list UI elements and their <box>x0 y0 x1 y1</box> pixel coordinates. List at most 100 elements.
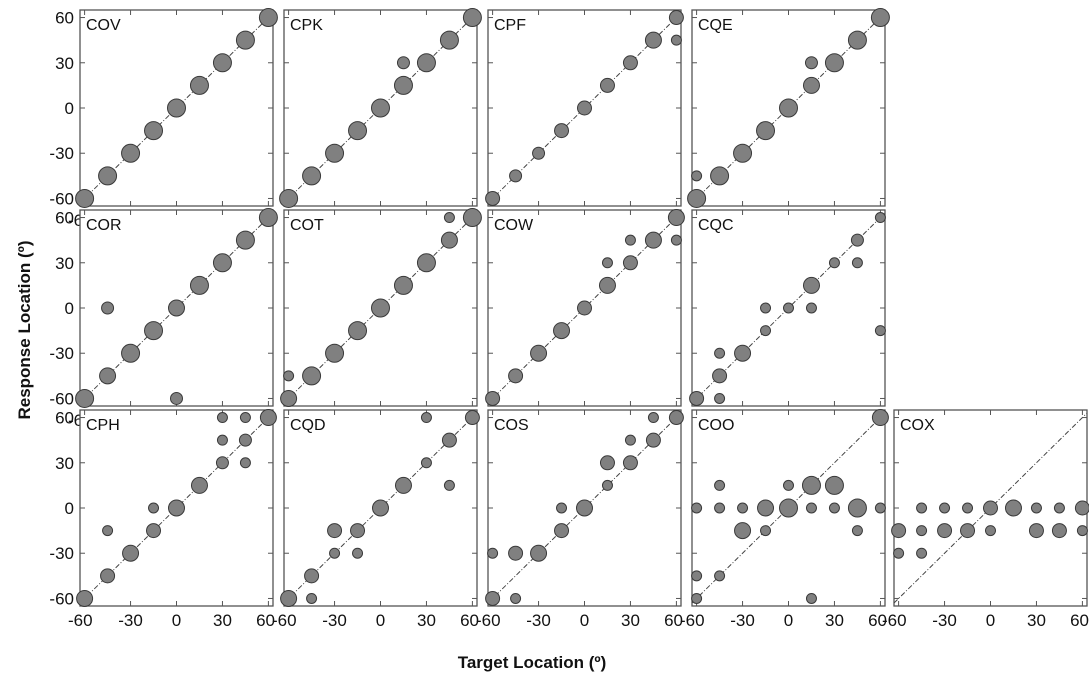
panel-label: COX <box>900 417 935 434</box>
data-point <box>622 255 638 271</box>
data-point <box>714 570 726 582</box>
data-point <box>828 502 840 514</box>
data-point <box>554 123 570 139</box>
data-point <box>577 300 592 316</box>
x-tick-label: 60 <box>460 611 479 630</box>
x-tick-label: -60 <box>272 611 297 630</box>
data-point <box>804 56 818 70</box>
data-point <box>647 412 659 424</box>
panel-cqd: CQD -60 -30 0 30 60 <box>272 409 480 630</box>
data-point <box>396 56 410 70</box>
data-point <box>691 502 703 514</box>
data-point <box>1004 499 1022 517</box>
data-point <box>1030 502 1042 514</box>
panel-label: COT <box>290 217 324 234</box>
x-tick-label: 30 <box>213 611 232 630</box>
data-point <box>530 344 548 362</box>
data-point <box>416 253 436 273</box>
data-point <box>76 589 94 607</box>
data-point <box>508 368 524 384</box>
data-point <box>212 53 232 73</box>
data-point <box>99 367 117 385</box>
data-point <box>893 547 905 559</box>
panel-cos: COS -60 -30 0 30 60 <box>476 409 684 630</box>
data-point <box>644 231 662 249</box>
panel-label: CPF <box>494 17 526 34</box>
data-point <box>874 502 886 514</box>
data-point <box>238 433 252 447</box>
data-point <box>462 8 482 28</box>
data-point <box>783 479 794 491</box>
data-point <box>760 302 772 314</box>
x-tick-label: 60 <box>256 611 275 630</box>
x-tick-label: 60 <box>664 611 683 630</box>
data-point <box>464 410 480 426</box>
data-point <box>805 502 817 514</box>
x-tick-label: -60 <box>476 611 501 630</box>
data-point <box>75 388 95 408</box>
data-point <box>348 321 368 341</box>
data-point <box>510 592 522 604</box>
data-point <box>644 31 662 49</box>
x-tick-label: 30 <box>825 611 844 630</box>
data-point <box>348 121 368 141</box>
data-point <box>962 502 974 514</box>
y-tick-label: 60 <box>55 409 74 428</box>
data-point <box>733 143 753 163</box>
data-point <box>734 522 752 540</box>
data-point <box>916 525 928 537</box>
data-point <box>1028 523 1044 539</box>
data-point <box>577 100 592 116</box>
data-point <box>102 525 114 537</box>
data-point <box>216 434 228 446</box>
data-point <box>235 230 255 250</box>
data-point <box>371 98 390 118</box>
data-point <box>710 166 730 186</box>
data-point <box>352 547 364 559</box>
data-point <box>509 169 523 183</box>
data-point <box>462 208 482 228</box>
panel-cpk: CPK <box>279 8 482 208</box>
data-point <box>783 302 794 314</box>
data-point <box>960 523 976 539</box>
data-point <box>258 208 278 228</box>
data-point <box>148 502 160 514</box>
data-point <box>691 170 703 182</box>
data-point <box>441 432 457 448</box>
data-point <box>259 409 277 427</box>
data-point <box>691 570 703 582</box>
data-point <box>802 276 820 294</box>
panel-label: CPK <box>290 17 323 34</box>
x-tick-label: -30 <box>118 611 143 630</box>
data-point <box>714 347 726 359</box>
data-point <box>393 75 413 95</box>
data-point <box>325 343 345 363</box>
data-point <box>598 276 616 294</box>
data-point <box>714 479 726 491</box>
data-point <box>599 77 615 93</box>
data-point <box>599 455 615 471</box>
data-point <box>485 190 501 206</box>
x-tick-label: -60 <box>882 611 907 630</box>
panel-label: COV <box>86 17 121 34</box>
data-point <box>327 523 343 539</box>
data-point <box>121 143 141 163</box>
panel-cqe: CQE <box>687 8 890 208</box>
data-point <box>98 166 118 186</box>
data-point <box>828 257 840 269</box>
data-point <box>302 166 322 186</box>
y-tick-label: 0 <box>65 299 74 318</box>
data-point <box>235 30 255 50</box>
panel-label: COO <box>698 417 734 434</box>
data-point <box>146 523 162 539</box>
panel-label: COR <box>86 217 122 234</box>
data-point <box>1053 502 1065 514</box>
y-tick-label: -30 <box>49 544 74 563</box>
data-point <box>891 523 907 539</box>
y-tick-label: -30 <box>49 344 74 363</box>
data-point <box>487 547 499 559</box>
data-point <box>824 475 844 495</box>
x-tick-label: 30 <box>417 611 436 630</box>
data-point <box>306 592 318 604</box>
